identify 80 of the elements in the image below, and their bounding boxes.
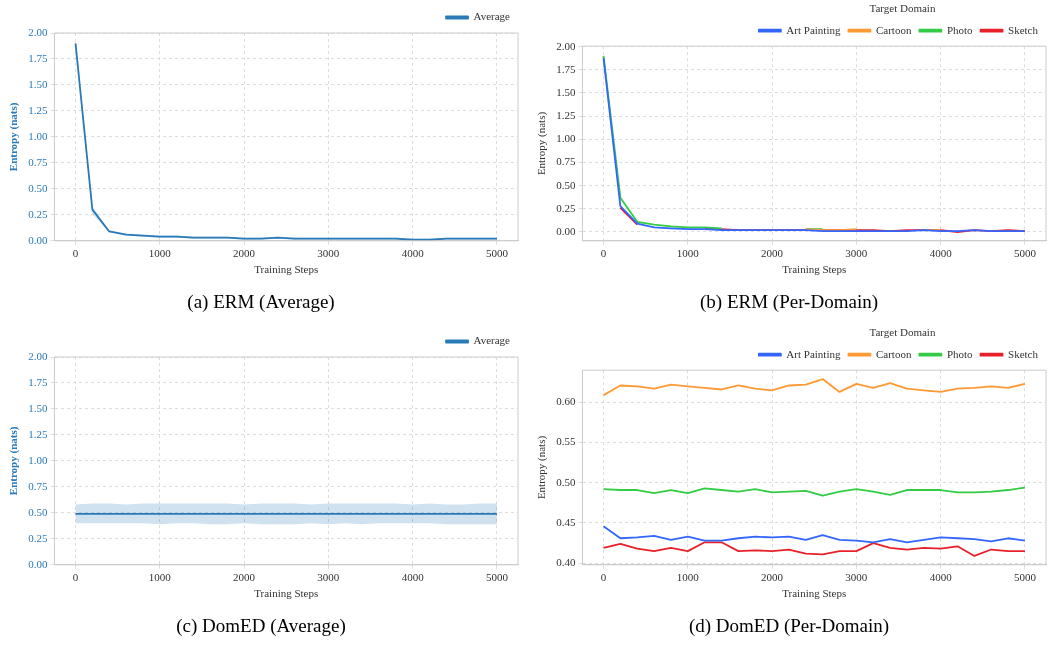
x-axis-title: Training Steps (782, 263, 847, 276)
x-tick-label: 3000 (317, 571, 340, 584)
y-tick-label: 1.50 (28, 401, 48, 414)
y-tick-label: 2.00 (28, 25, 48, 38)
y-tick-label: 1.00 (28, 129, 48, 142)
x-tick-label: 1000 (148, 571, 172, 584)
y-tick-label: 0.25 (28, 531, 48, 544)
y-tick-label: 2.00 (28, 349, 48, 362)
x-tick-label: 1000 (676, 247, 700, 260)
x-tick-label: 1000 (676, 571, 700, 584)
y-tick-label: 1.00 (556, 132, 576, 145)
x-axis-title: Training Steps (254, 263, 319, 276)
y-tick-label: 1.25 (556, 109, 576, 122)
x-tick-label: 0 (600, 571, 607, 584)
text: (a) ERM (Average) (187, 290, 335, 313)
x-tick-label: 4000 (401, 571, 425, 584)
legend-label: Sketch (1008, 347, 1039, 360)
y-tick-label: 0.75 (28, 155, 48, 168)
y-tick-label: 1.25 (28, 103, 48, 116)
y-tick-label: 0.45 (556, 515, 576, 528)
legend-title: Target Domain (869, 326, 936, 339)
x-axis-title: Training Steps (254, 587, 319, 600)
legend-label: Average (473, 10, 511, 23)
y-tick-label: 0.25 (556, 201, 576, 214)
y-axis-title: Entropy (nats) (535, 435, 549, 500)
y-tick-label: 0.00 (28, 233, 48, 246)
x-tick-label: 2000 (761, 571, 784, 584)
x-tick-label: 5000 (485, 247, 509, 260)
y-tick-label: 0.25 (28, 207, 48, 220)
legend-label: Art Painting (786, 23, 841, 36)
y-axis-title: Entropy (nats) (535, 111, 549, 176)
legend-label: Cartoon (875, 347, 912, 360)
y-tick-label: 0.50 (28, 505, 48, 518)
x-tick-label: 3000 (317, 247, 340, 260)
y-tick-label: 0.50 (28, 181, 48, 194)
y-axis-title: Entropy (nats) (7, 102, 21, 172)
x-tick-label: 3000 (845, 571, 868, 584)
y-axis-title: Entropy (nats) (7, 426, 21, 496)
x-axis-title: Training Steps (782, 587, 847, 600)
text: (b) ERM (Per-Domain) (700, 290, 878, 313)
x-tick-label: 3000 (845, 247, 868, 260)
legend-label: Cartoon (875, 23, 912, 36)
legend-label: Photo (946, 23, 974, 36)
x-tick-label: 4000 (401, 247, 425, 260)
x-tick-label: 2000 (233, 247, 256, 260)
x-tick-label: 5000 (1013, 571, 1037, 584)
x-tick-label: 0 (72, 571, 79, 584)
x-tick-label: 2000 (233, 571, 256, 584)
legend-label: Photo (946, 347, 974, 360)
y-tick-label: 0.60 (556, 395, 576, 408)
y-tick-label: 0.40 (556, 556, 576, 569)
y-tick-label: 1.75 (556, 62, 576, 75)
y-tick-label: 0.00 (556, 224, 576, 237)
x-tick-label: 4000 (929, 247, 953, 260)
x-tick-label: 5000 (485, 571, 509, 584)
x-tick-label: 1000 (148, 247, 172, 260)
y-tick-label: 0.55 (556, 435, 576, 448)
y-tick-label: 1.50 (28, 77, 48, 90)
x-tick-label: 0 (600, 247, 607, 260)
y-tick-label: 0.00 (28, 557, 48, 570)
y-tick-label: 1.50 (556, 85, 576, 98)
x-tick-label: 2000 (761, 247, 784, 260)
y-tick-label: 2.00 (556, 39, 576, 52)
y-tick-label: 0.50 (556, 475, 576, 488)
y-tick-label: 1.25 (28, 427, 48, 440)
x-tick-label: 0 (72, 247, 79, 260)
legend-title: Target Domain (869, 2, 936, 15)
legend-label: Average (473, 334, 511, 347)
text: (d) DomED (Per-Domain) (688, 614, 890, 637)
y-tick-label: 0.50 (556, 178, 576, 191)
x-tick-label: 4000 (929, 571, 953, 584)
legend-label: Art Painting (786, 347, 841, 360)
y-tick-label: 1.75 (28, 51, 48, 64)
legend-label: Sketch (1008, 23, 1039, 36)
text: (c) DomED (Average) (176, 614, 346, 637)
y-tick-label: 0.75 (28, 479, 48, 492)
x-tick-label: 5000 (1013, 247, 1037, 260)
y-tick-label: 1.75 (28, 375, 48, 388)
y-tick-label: 1.00 (28, 453, 48, 466)
y-tick-label: 0.75 (556, 155, 576, 168)
